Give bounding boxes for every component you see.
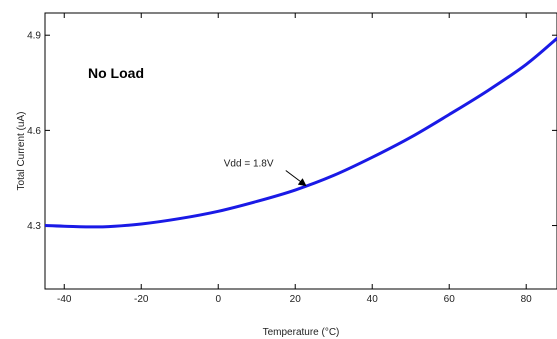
y-tick-label: 4.3	[27, 221, 41, 232]
x-tick-label: -20	[134, 294, 149, 305]
x-tick-label: 60	[444, 294, 456, 305]
x-tick-label: 0	[215, 294, 221, 305]
series-line	[45, 36, 557, 229]
inset-title: No Load	[88, 65, 144, 81]
x-tick-label: -40	[57, 294, 72, 305]
y-axis-label: Total Current (uA)	[16, 112, 27, 191]
annotation-label: Vdd = 1.8V	[224, 159, 274, 170]
plot-area	[44, 12, 557, 290]
x-tick-label: 40	[367, 294, 379, 305]
series-layer	[45, 36, 557, 229]
annotation-layer: Vdd = 1.8V	[224, 159, 307, 187]
x-axis-ticks: -40 -20 0 20 40 60 80	[57, 13, 532, 305]
y-tick-label: 4.9	[27, 31, 41, 42]
x-tick-label: 20	[290, 294, 302, 305]
x-tick-label: 80	[521, 294, 533, 305]
x-axis-label: Temperature (°C)	[263, 327, 340, 338]
y-tick-label: 4.6	[27, 126, 41, 137]
annotation-arrow	[285, 170, 307, 187]
